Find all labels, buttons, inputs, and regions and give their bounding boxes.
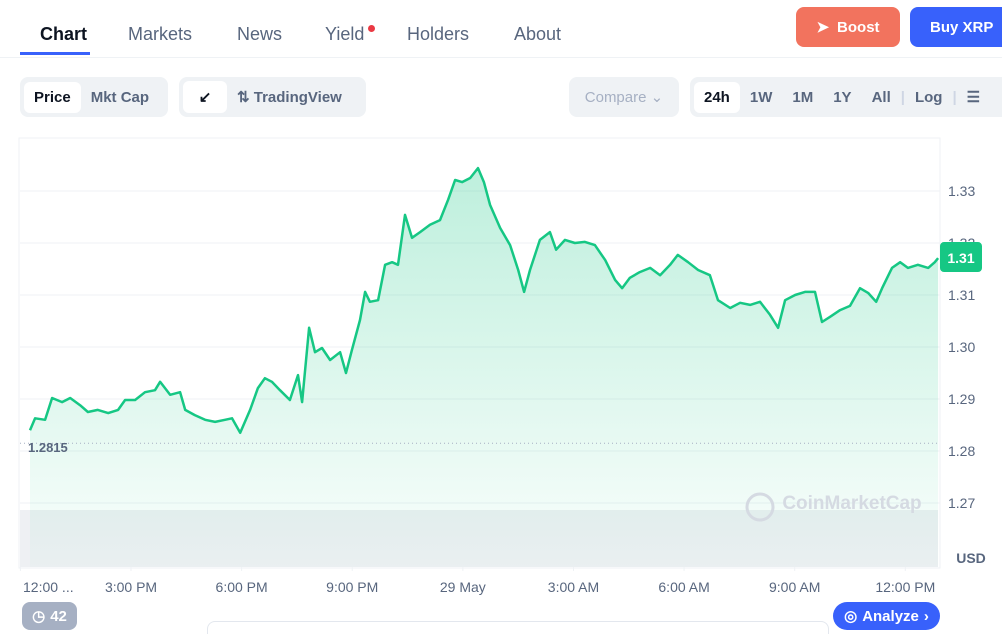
dropdown-label: Compare — [584, 88, 647, 106]
range-option[interactable]: 1Y — [833, 88, 852, 106]
history-badge[interactable]: ◷ 42 — [22, 602, 77, 630]
toggle-label: TradingView — [253, 89, 342, 106]
boost-button[interactable]: ➤ Boost — [796, 7, 900, 47]
chart-frame — [18, 137, 941, 569]
range-option[interactable]: 1W — [749, 88, 773, 106]
divider — [0, 57, 1002, 58]
badge-count: 42 — [50, 607, 67, 625]
analyze-icon: ◎ — [844, 608, 858, 625]
tab[interactable]: Chart — [40, 24, 88, 44]
rocket-icon: ➤ — [816, 19, 830, 36]
chevron: › — [923, 607, 929, 625]
panel-edge — [207, 621, 829, 634]
style-toggle: ↙ ⇅ TradingView — [179, 77, 366, 117]
price-area — [30, 168, 939, 567]
toggle-option[interactable]: Mkt Cap — [90, 88, 150, 106]
y-tick-label: 1.27 — [948, 495, 975, 511]
clock-icon: ◷ — [32, 608, 46, 625]
price-line — [28, 166, 940, 435]
watermark-logo — [745, 492, 775, 522]
metric-toggle: Price Mkt Cap — [20, 77, 168, 117]
range-option[interactable]: 1M — [792, 88, 814, 106]
settings-icon[interactable]: ☰ — [966, 89, 981, 106]
x-tick-label: 3:00 PM — [105, 579, 157, 595]
y-tick-label: 1.33 — [948, 183, 975, 199]
tab[interactable]: About — [514, 24, 562, 44]
x-tick-label: 6:00 PM — [216, 579, 268, 595]
compare-dropdown[interactable]: Compare ⌄ — [569, 77, 679, 117]
line-icon[interactable]: ↙ — [183, 81, 227, 113]
y-tick-label: 1.29 — [948, 391, 975, 407]
separator: | — [900, 88, 905, 106]
scale-option[interactable]: Log — [914, 88, 943, 106]
x-tick-label: 9:00 PM — [326, 579, 378, 595]
reference-label: 1.2815 — [28, 440, 68, 455]
last-price-badge — [940, 242, 982, 273]
y-tick-label: 1.31 — [948, 287, 975, 303]
buy-button[interactable]: Buy XRP — [910, 7, 1002, 47]
watermark: CoinMarketCap — [782, 493, 921, 514]
tab[interactable]: Yield — [325, 24, 365, 44]
button-label: Boost — [837, 18, 880, 36]
toggle-option[interactable]: Price — [24, 81, 81, 113]
x-tick-label: 29 May — [440, 579, 486, 595]
last-price-label: 1.31 — [947, 250, 974, 266]
y-unit: USD — [956, 550, 986, 566]
tab[interactable]: Markets — [128, 24, 193, 44]
y-tick-label: 1.30 — [948, 339, 975, 355]
button-label: Analyze — [862, 607, 919, 625]
toggle-option[interactable]: ⇅ TradingView — [237, 89, 342, 106]
separator: | — [952, 88, 957, 106]
button-label: Buy XRP — [930, 18, 994, 36]
tab-underline — [20, 52, 90, 55]
y-tick-label: 1.28 — [948, 443, 975, 459]
x-tick-label: 6:00 AM — [658, 579, 709, 595]
x-tick-label: 9:00 AM — [769, 579, 820, 595]
x-tick-label: 12:00 PM — [875, 579, 935, 595]
x-tick-label: 3:00 AM — [548, 579, 599, 595]
x-tick-label: 12:00 ... — [23, 579, 74, 595]
range-option[interactable]: 24h — [694, 81, 740, 113]
tab[interactable]: Holders — [407, 24, 470, 44]
range-option[interactable]: All — [871, 88, 891, 106]
analyze-button[interactable]: ◎ Analyze › — [833, 602, 940, 630]
range-toggle: 24h 1W 1M 1Y All | Log | ☰ — [690, 77, 1002, 117]
tab[interactable]: News — [237, 24, 283, 44]
notification-dot — [368, 25, 375, 32]
